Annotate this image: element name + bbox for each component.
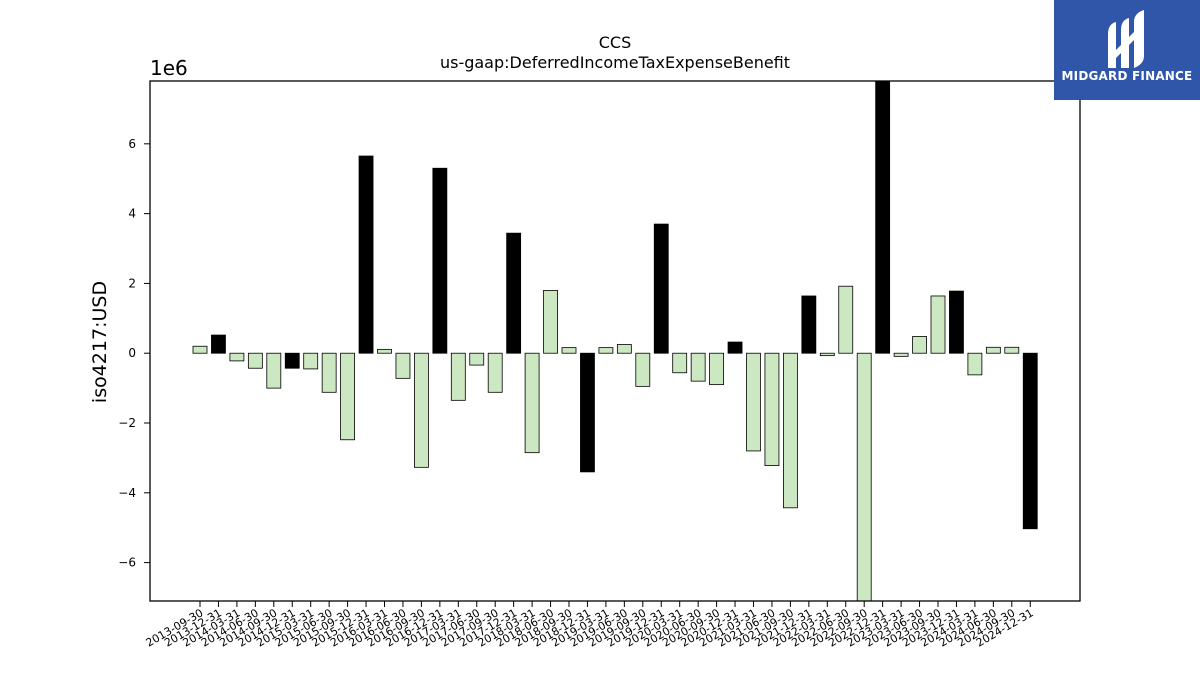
bar-2019-06-30	[616, 344, 632, 354]
bar-2014-06-30	[247, 352, 263, 369]
bar-2018-12-31	[580, 352, 595, 473]
y-axis: −6 −4 −2 0 2 4 6	[118, 137, 150, 570]
brand-logo: MIDGARD FINANCE	[1054, 0, 1200, 100]
stylized-m-icon	[1108, 10, 1144, 68]
bar-2022-09-30	[856, 352, 872, 602]
bar-2023-12-31	[949, 290, 964, 354]
bar-2015-12-31	[358, 155, 374, 354]
bar-2019-12-31	[653, 223, 669, 354]
chart-title: CCS	[599, 33, 632, 52]
bar-2022-03-31	[819, 352, 835, 357]
bar-2015-06-30	[321, 352, 337, 393]
bar-2013-09-30	[192, 345, 208, 354]
x-axis: 2013-09-302013-12-312014-03-312014-06-30…	[144, 601, 1036, 650]
bar-2023-09-30	[930, 295, 946, 354]
bars	[192, 80, 1038, 602]
y-tick-label: −2	[118, 416, 136, 430]
bar-2017-09-30	[487, 352, 503, 393]
bar-2020-12-31	[727, 341, 743, 354]
bar-2018-06-30	[543, 289, 558, 354]
bar-2020-09-30	[709, 352, 724, 386]
bar-2019-09-30	[635, 352, 651, 387]
bar-2024-06-30	[985, 346, 1001, 354]
bar-2023-06-30	[912, 336, 927, 354]
bar-2024-09-30	[1004, 346, 1020, 354]
bar-2023-03-31	[893, 352, 909, 357]
bar-2021-12-31	[801, 295, 817, 354]
brand-name: MIDGARD FINANCE	[1061, 69, 1193, 83]
bar-2017-06-30	[469, 352, 485, 366]
bar-2016-09-30	[413, 352, 429, 468]
bar-2021-06-30	[764, 352, 780, 466]
y-axis-label: iso4217:USD	[89, 281, 111, 403]
bar-2018-03-31	[524, 352, 540, 454]
bar-2016-12-31	[432, 167, 448, 354]
bar-2016-03-31	[377, 348, 392, 354]
bar-2019-03-31	[598, 347, 614, 354]
bar-2014-03-31	[229, 352, 245, 362]
y-tick-label: −4	[118, 486, 136, 500]
y-tick-label: −6	[118, 556, 136, 570]
chart-subtitle: us-gaap:DeferredIncomeTaxExpenseBenefit	[440, 53, 790, 72]
bar-2021-09-30	[783, 352, 798, 509]
bar-2018-09-30	[561, 347, 577, 354]
bar-2013-12-31	[211, 334, 226, 354]
y-tick-label: 0	[128, 346, 136, 360]
y-tick-label: 4	[128, 207, 136, 221]
bar-2022-12-31	[875, 80, 891, 354]
y-scale-label: 1e6	[150, 56, 188, 80]
bar-2020-06-30	[690, 352, 706, 382]
bar-2014-12-31	[284, 352, 300, 369]
bar-2017-03-31	[450, 352, 466, 401]
bar-2020-03-31	[672, 352, 688, 374]
bar-2014-09-30	[266, 352, 282, 389]
bar-2015-09-30	[340, 352, 356, 441]
y-tick-label: 6	[128, 137, 136, 151]
bar-2022-06-30	[838, 285, 854, 354]
plot-frame	[149, 80, 1081, 602]
bar-2017-12-31	[506, 232, 522, 354]
y-tick-label: 2	[128, 276, 136, 290]
bar-2021-03-31	[746, 352, 761, 452]
bar-2024-12-31	[1022, 352, 1038, 530]
bar-2024-03-31	[967, 352, 983, 376]
bar-2016-06-30	[395, 352, 411, 379]
bar-2015-03-31	[303, 352, 319, 370]
